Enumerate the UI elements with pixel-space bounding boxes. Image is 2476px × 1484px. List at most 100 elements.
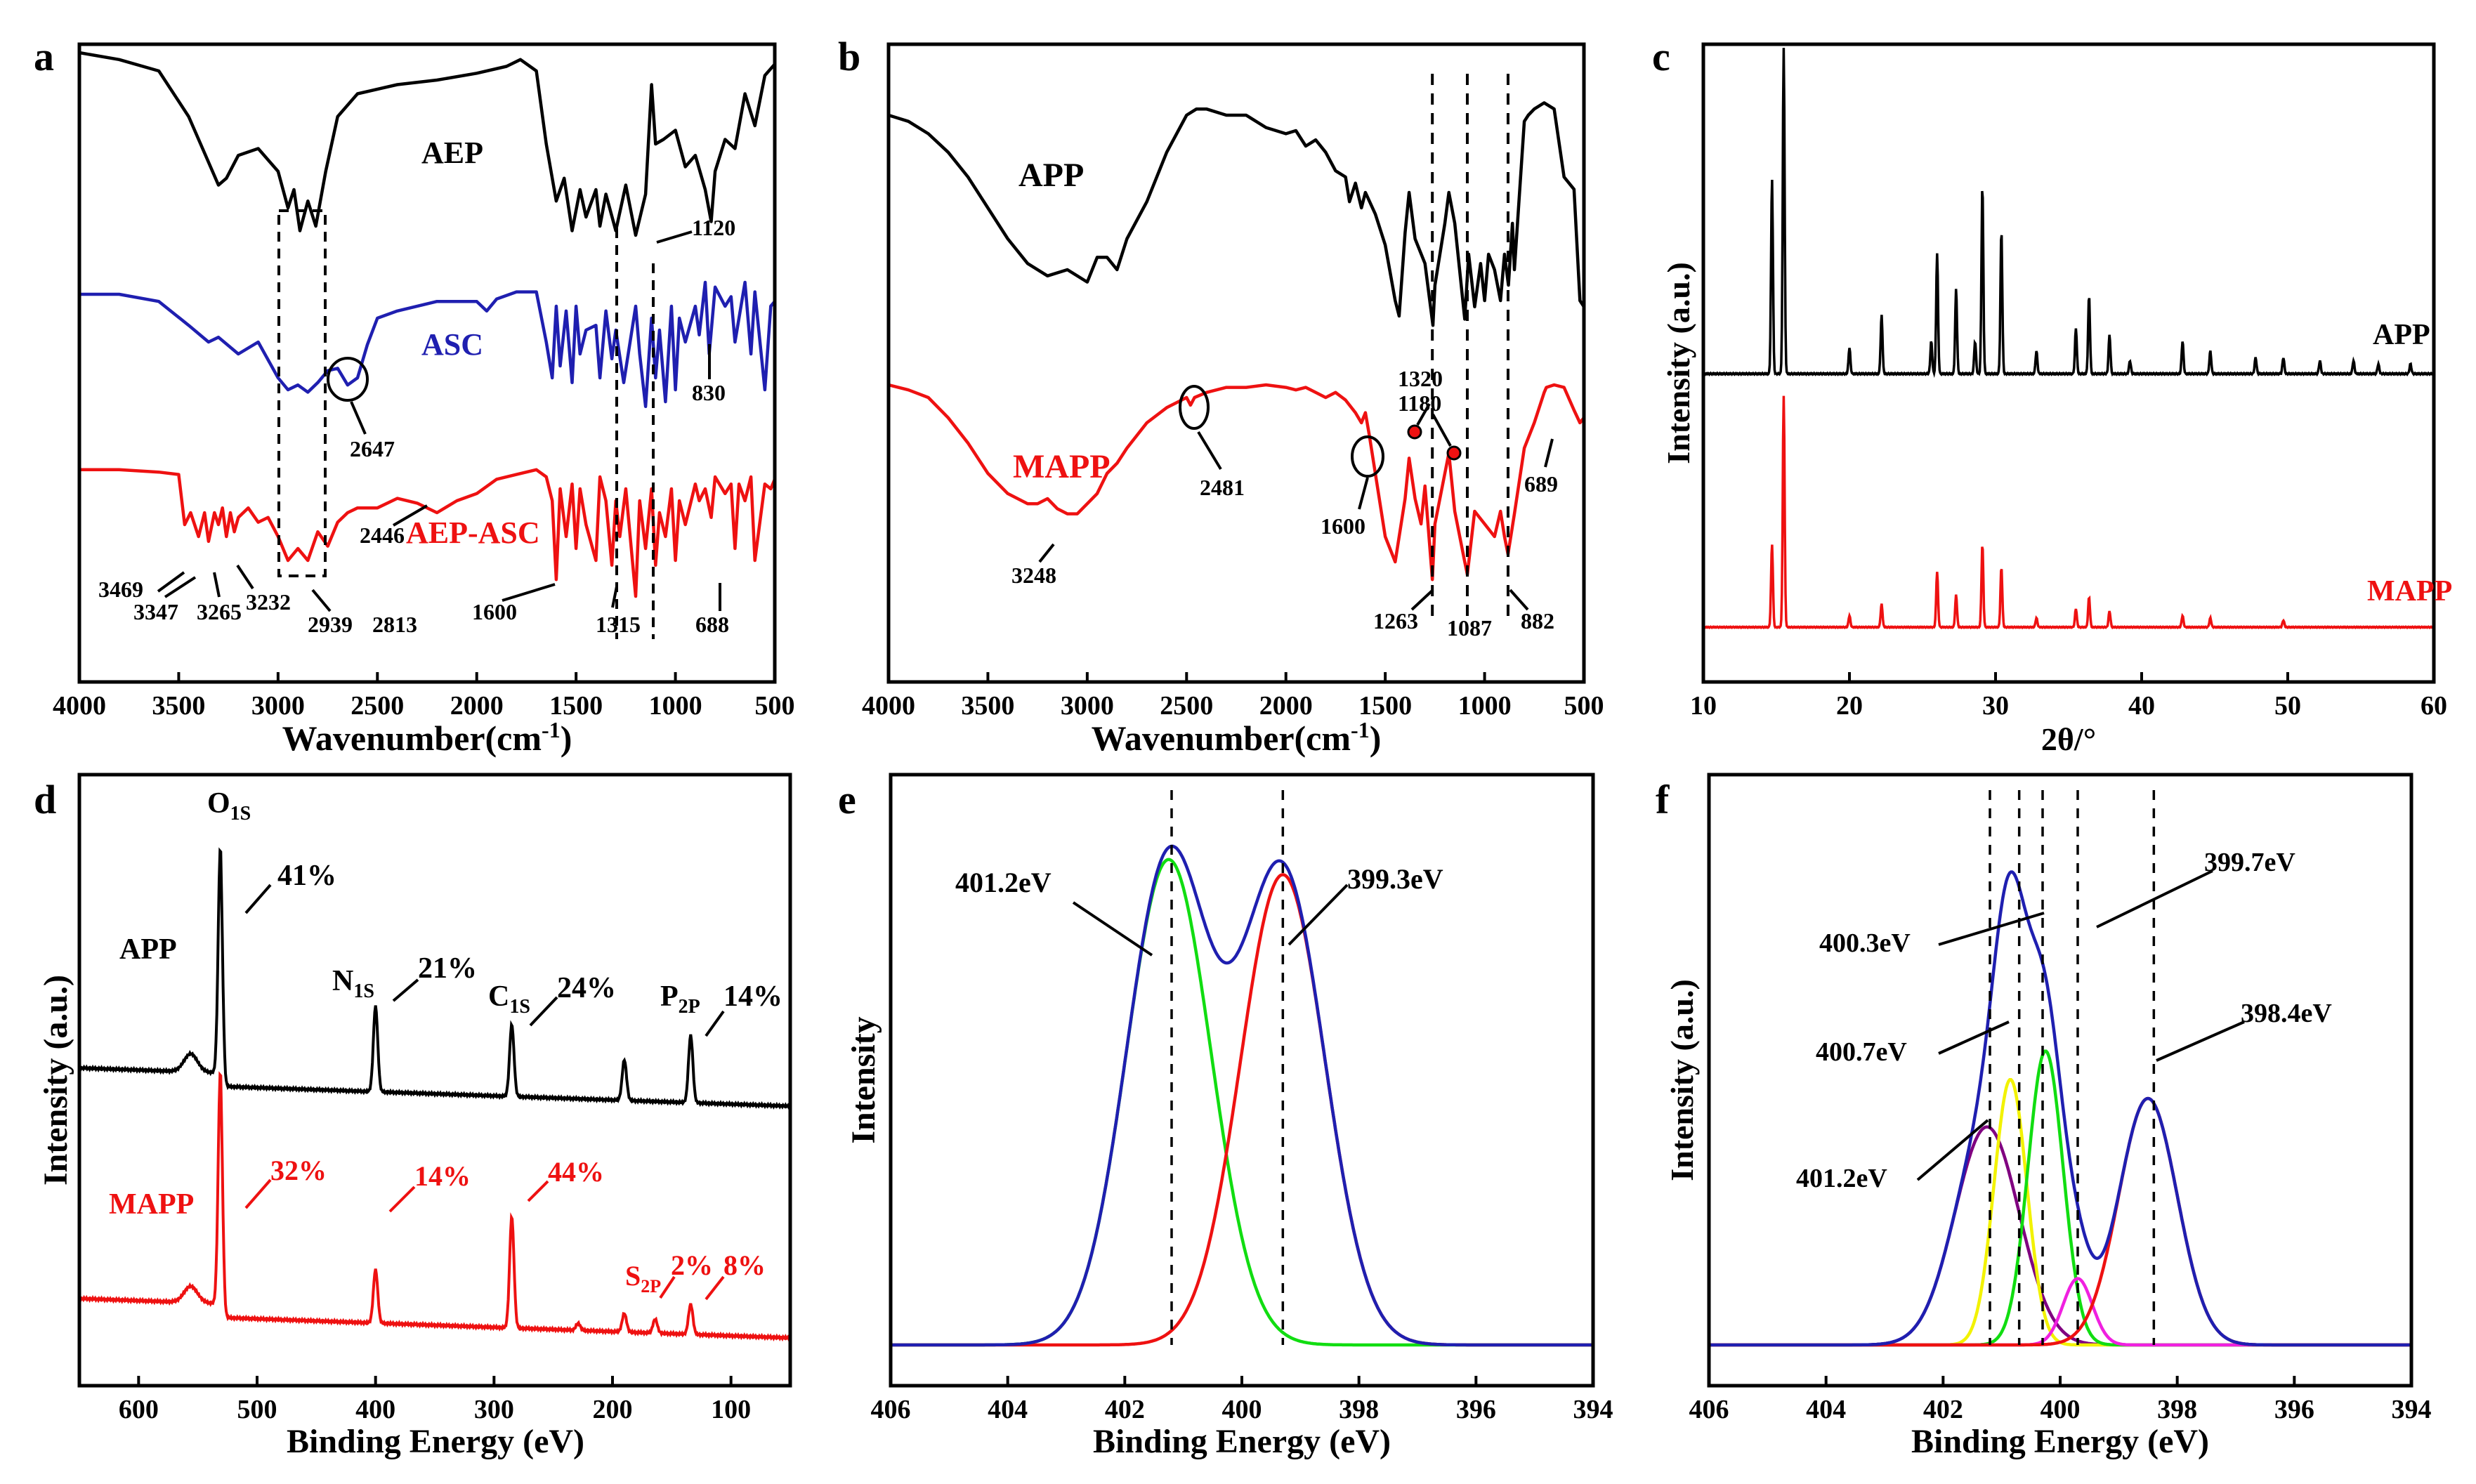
xtick-label: 200 bbox=[593, 1395, 633, 1424]
label-asc: ASC bbox=[421, 327, 483, 362]
panel-b-xaxis: 4000 3500 3000 2500 2000 1500 1000 500 bbox=[862, 672, 1604, 721]
panel-c-frame bbox=[1701, 42, 2436, 684]
xtick-label: 500 bbox=[237, 1395, 277, 1424]
panel-d-red-arrows bbox=[244, 1178, 725, 1301]
xtick-label: 1000 bbox=[1458, 691, 1512, 721]
series-aep bbox=[79, 51, 776, 237]
panel-a-xlabel: Wavenumber(cm-1) bbox=[282, 717, 572, 758]
panel-a-frame bbox=[77, 42, 777, 684]
panel-b-annotations: 2481 1600 1320 1180 689 3248 1263 1087 8… bbox=[1011, 366, 1558, 641]
annotation-1120: 1120 bbox=[692, 215, 735, 240]
xtick-label: 20 bbox=[1836, 691, 1863, 721]
panel-f-ylabel: Intensity (a.u.) bbox=[1664, 979, 1700, 1181]
s2p-label-mapp: S2P bbox=[625, 1260, 661, 1296]
component-yellow bbox=[1709, 1077, 2411, 1347]
xtick-label: 396 bbox=[1456, 1395, 1496, 1424]
panel-f-xaxis: 406 404 402 400 398 396 394 bbox=[1689, 1376, 2432, 1424]
panel-letter-d: d bbox=[34, 777, 56, 822]
annotation-2647: 2647 bbox=[350, 436, 395, 461]
c1s-pct-mapp: 44% bbox=[548, 1156, 604, 1188]
panel-b-circle-2481 bbox=[1179, 385, 1210, 430]
xtick-label: 396 bbox=[2274, 1395, 2314, 1424]
xtick-label: 3500 bbox=[152, 691, 205, 721]
xtick-label: 394 bbox=[1573, 1395, 1613, 1424]
xtick-label: 404 bbox=[988, 1395, 1028, 1424]
xtick-label: 3500 bbox=[961, 691, 1014, 721]
annotation-3232: 3232 bbox=[246, 589, 291, 615]
panel-a-annotations: 1120 830 2647 2446 3469 3347 3265 3232 2… bbox=[98, 215, 735, 637]
panel-a-dashed-box bbox=[277, 209, 327, 577]
envelope bbox=[1709, 870, 2411, 1347]
panel-f-lines bbox=[1709, 870, 2411, 1347]
annotation-2446: 2446 bbox=[360, 523, 405, 548]
series-app bbox=[888, 101, 1585, 327]
panel-letter-b: b bbox=[838, 34, 860, 79]
p2p-pct-mapp: 8% bbox=[723, 1249, 766, 1281]
annotation-1263: 1263 bbox=[1373, 608, 1418, 633]
panel-d-ylabel: Intensity (a.u.) bbox=[37, 975, 74, 1186]
xtick-label: 2500 bbox=[1160, 691, 1213, 721]
xtick-label: 500 bbox=[1564, 691, 1604, 721]
xtick-label: 500 bbox=[755, 691, 795, 721]
xtick-label: 1500 bbox=[1358, 691, 1412, 721]
panel-f-xlabel: Binding Energy (eV) bbox=[1911, 1423, 2209, 1460]
n1s-label: N1S bbox=[332, 965, 374, 1002]
o1s-label: O1S bbox=[207, 787, 251, 825]
xtick-label: 398 bbox=[1339, 1395, 1379, 1424]
s2p-pct-mapp: 2% bbox=[671, 1249, 713, 1281]
xtick-label: 402 bbox=[1105, 1395, 1145, 1424]
annotation-1315: 1315 bbox=[596, 612, 641, 637]
panel-f-dashed-lines bbox=[1989, 790, 2156, 1345]
panel-f: f 406 404 402 400 398 396 394 399.7eV 400.3eV … bbox=[1656, 773, 2432, 1460]
panel-e-xlabel: Binding Energy (eV) bbox=[1093, 1423, 1391, 1460]
xtick-label: 394 bbox=[2392, 1395, 2432, 1424]
panel-f-annotations: 399.7eV 400.3eV 400.7eV 398.4eV 401.2eV bbox=[1796, 848, 2332, 1193]
envelope bbox=[891, 844, 1593, 1347]
panel-letter-e: e bbox=[838, 777, 856, 822]
series-app bbox=[78, 847, 791, 1110]
annotation-2813: 2813 bbox=[372, 612, 417, 637]
p2p-label: P2P bbox=[660, 980, 700, 1018]
panel-d-frame bbox=[77, 773, 792, 1388]
annotation-401-2ev-f: 401.2eV bbox=[1796, 1164, 1887, 1193]
panel-c: c 10 20 30 40 50 60 APP MAPP 2θ/° Intensity (… bbox=[1652, 34, 2452, 757]
xtick-label: 30 bbox=[1982, 691, 2009, 721]
annotation-399-3ev: 399.3eV bbox=[1347, 863, 1443, 895]
panel-c-ylabel: Intensity (a.u.) bbox=[1661, 262, 1696, 464]
series-mapp bbox=[888, 383, 1585, 582]
series-mapp bbox=[78, 1071, 791, 1342]
panel-c-xaxis: 10 20 30 40 50 60 bbox=[1690, 672, 2447, 721]
annotation-882: 882 bbox=[1521, 608, 1554, 633]
panel-d-black-arrows bbox=[244, 884, 725, 1037]
xtick-label: 600 bbox=[119, 1395, 159, 1424]
o1s-pct-mapp: 32% bbox=[270, 1155, 327, 1186]
panel-a-lines bbox=[79, 51, 777, 598]
panel-b-dot-1180 bbox=[1446, 445, 1462, 461]
o1s-pct: 41% bbox=[277, 860, 336, 892]
xtick-label: 4000 bbox=[862, 691, 915, 721]
xtick-label: 10 bbox=[1690, 691, 1717, 721]
panel-d: d 600 500 400 300 200 100 APP MAPP O1S 41% N1… bbox=[34, 773, 792, 1460]
panel-b-xlabel: Wavenumber(cm-1) bbox=[1092, 717, 1382, 758]
panel-d-xaxis: 600 500 400 300 200 100 bbox=[119, 1376, 751, 1424]
panel-e: e 406 404 402 400 398 396 394 401.2eV 399.3eV … bbox=[838, 773, 1613, 1460]
xtick-label: 2500 bbox=[351, 691, 404, 721]
n1s-pct-mapp: 14% bbox=[414, 1160, 471, 1192]
annotation-1320: 1320 bbox=[1398, 366, 1443, 391]
annotation-2939: 2939 bbox=[308, 612, 353, 637]
panel-b-dot-1320 bbox=[1407, 424, 1422, 440]
xtick-label: 1500 bbox=[549, 691, 603, 721]
label-aep-asc: AEP-ASC bbox=[406, 516, 540, 550]
panel-letter-f: f bbox=[1656, 777, 1670, 822]
panel-e-arrows bbox=[1072, 884, 1349, 957]
c1s-label: C1S bbox=[488, 980, 530, 1018]
series-mapp bbox=[1703, 395, 2435, 630]
panel-d-black-annotations: O1S 41% N1S 21% C1S 24% P2P 14% bbox=[207, 787, 782, 1018]
annotation-688: 688 bbox=[695, 612, 729, 637]
xtick-label: 40 bbox=[2128, 691, 2155, 721]
label-app-d: APP bbox=[119, 933, 177, 966]
panel-letter-a: a bbox=[34, 34, 54, 79]
xtick-label: 50 bbox=[2274, 691, 2301, 721]
panel-b-arrows bbox=[1038, 403, 1554, 611]
